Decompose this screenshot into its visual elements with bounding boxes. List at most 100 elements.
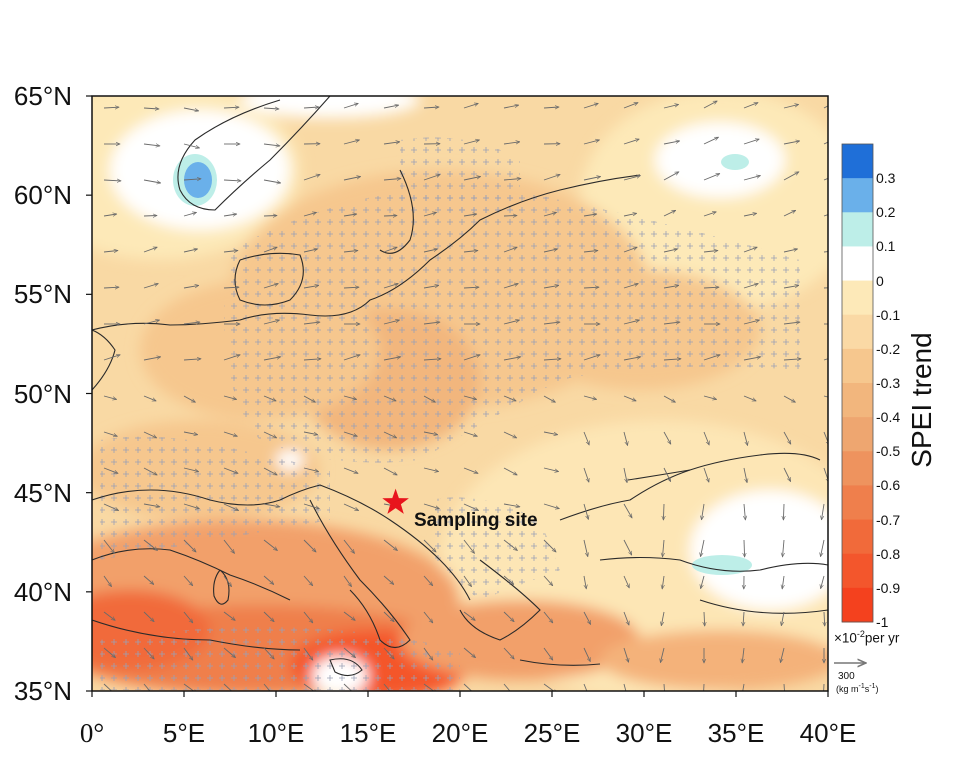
- flux-vector: [183, 143, 200, 148]
- flux-vector: [463, 683, 476, 691]
- flux-vector: [183, 647, 193, 660]
- flux-vector: [303, 503, 319, 509]
- flux-vector: [143, 395, 156, 401]
- flux-vector: [463, 503, 479, 511]
- flux-vector: [463, 140, 480, 145]
- flux-vector: [383, 539, 397, 551]
- flux-vector: [343, 214, 357, 216]
- longitude-label: 5°E: [162, 718, 206, 748]
- colorbar-swatch: [842, 519, 873, 555]
- flux-vector: [343, 140, 360, 145]
- colorbar-swatch: [842, 485, 873, 521]
- flux-vector: [263, 108, 279, 109]
- flux-vector: [821, 575, 825, 589]
- flux-vector: [103, 214, 117, 216]
- flux-vector: [423, 285, 439, 289]
- colorbar-swatch: [842, 451, 873, 486]
- flux-vector: [423, 575, 433, 586]
- flux-vector: [343, 395, 357, 399]
- flux-vector: [503, 247, 517, 253]
- flux-vector: [823, 395, 828, 398]
- flux-vector: [743, 611, 744, 626]
- flux-vector: [383, 216, 397, 217]
- colorbar-swatch: [842, 383, 873, 418]
- longitude-label: 15°E: [339, 718, 397, 748]
- flux-vector: [223, 575, 232, 587]
- flux-vector: [223, 107, 239, 108]
- colorbar-tick-label: -0.8: [876, 545, 901, 562]
- flux-vector: [543, 212, 557, 217]
- flux-vector: [303, 611, 313, 623]
- flux-vector: [463, 575, 472, 587]
- flux-vector: [303, 175, 320, 181]
- moisture-flux-vectors: [103, 100, 828, 691]
- flux-vector: [743, 431, 748, 446]
- flux-vector: [543, 285, 559, 289]
- flux-vector: [744, 503, 745, 520]
- spei-trend-field: [92, 96, 828, 691]
- flux-vector: [663, 209, 676, 217]
- flux-vector: [623, 503, 633, 518]
- flux-vector: [503, 503, 520, 507]
- flux-vector: [663, 395, 675, 403]
- longitude-label: 0°: [79, 718, 105, 748]
- flux-vector: [703, 467, 709, 482]
- flux-vector: [663, 104, 679, 109]
- flux-vector: [503, 179, 521, 181]
- colorbar-tick-label: -0.4: [876, 409, 901, 426]
- flux-vector: [744, 539, 745, 557]
- flux-vector: [543, 322, 560, 324]
- flux-vector: [343, 503, 359, 511]
- flux-vector: [583, 214, 597, 216]
- flux-vector: [702, 503, 705, 520]
- flux-vector: [663, 171, 679, 181]
- flux-vector: [343, 355, 360, 361]
- colorbar-tick-label: 0.1: [876, 238, 896, 255]
- latitude-label: 50°N: [13, 378, 72, 409]
- flux-vector: [263, 284, 278, 289]
- flux-vector: [303, 212, 317, 217]
- latitude-label: 40°N: [13, 576, 72, 607]
- coastlines: [92, 96, 828, 677]
- flux-vector: [183, 431, 198, 435]
- flux-vector: [103, 503, 119, 511]
- flux-vector: [143, 108, 159, 109]
- flux-vector: [183, 359, 201, 360]
- flux-vector: [183, 249, 198, 253]
- flux-vector: [463, 177, 481, 181]
- flux-vector: [503, 431, 517, 439]
- flux-vector: [143, 467, 157, 476]
- flux-vector: [623, 357, 641, 361]
- flux-vector: [303, 322, 320, 324]
- flux-vector: [383, 647, 394, 659]
- flux-vector: [703, 174, 720, 181]
- flux-vector: [423, 395, 435, 403]
- flux-vector: [103, 287, 119, 288]
- latitude-label: 65°N: [13, 81, 72, 111]
- flux-vector: [183, 179, 201, 180]
- flux-vector: [383, 395, 396, 401]
- flux-vector: [303, 467, 319, 472]
- flux-vector: [623, 139, 639, 145]
- flux-vector: [223, 611, 235, 620]
- flux-vector: [303, 647, 313, 660]
- flux-vector: [623, 320, 640, 325]
- flux-vector: [503, 320, 520, 325]
- flux-vector: [383, 611, 394, 622]
- flux-vector: [183, 575, 193, 586]
- longitude-label: 30°E: [615, 718, 673, 748]
- flux-vector: [503, 611, 514, 622]
- flux-vector: [263, 539, 277, 551]
- flux-vector: [303, 285, 319, 289]
- flux-vector: [703, 212, 716, 217]
- colorbar-tick-label: -0.2: [876, 340, 901, 357]
- flux-vector: [303, 431, 318, 435]
- flux-vector: [423, 175, 440, 181]
- flux-vector: [743, 213, 757, 217]
- flux-vector: [743, 357, 761, 361]
- flux-vector: [583, 647, 591, 662]
- flux-vector: [663, 683, 665, 691]
- flux-vector: [743, 467, 747, 483]
- flux-vector: [183, 212, 197, 217]
- flux-vector: [383, 683, 391, 691]
